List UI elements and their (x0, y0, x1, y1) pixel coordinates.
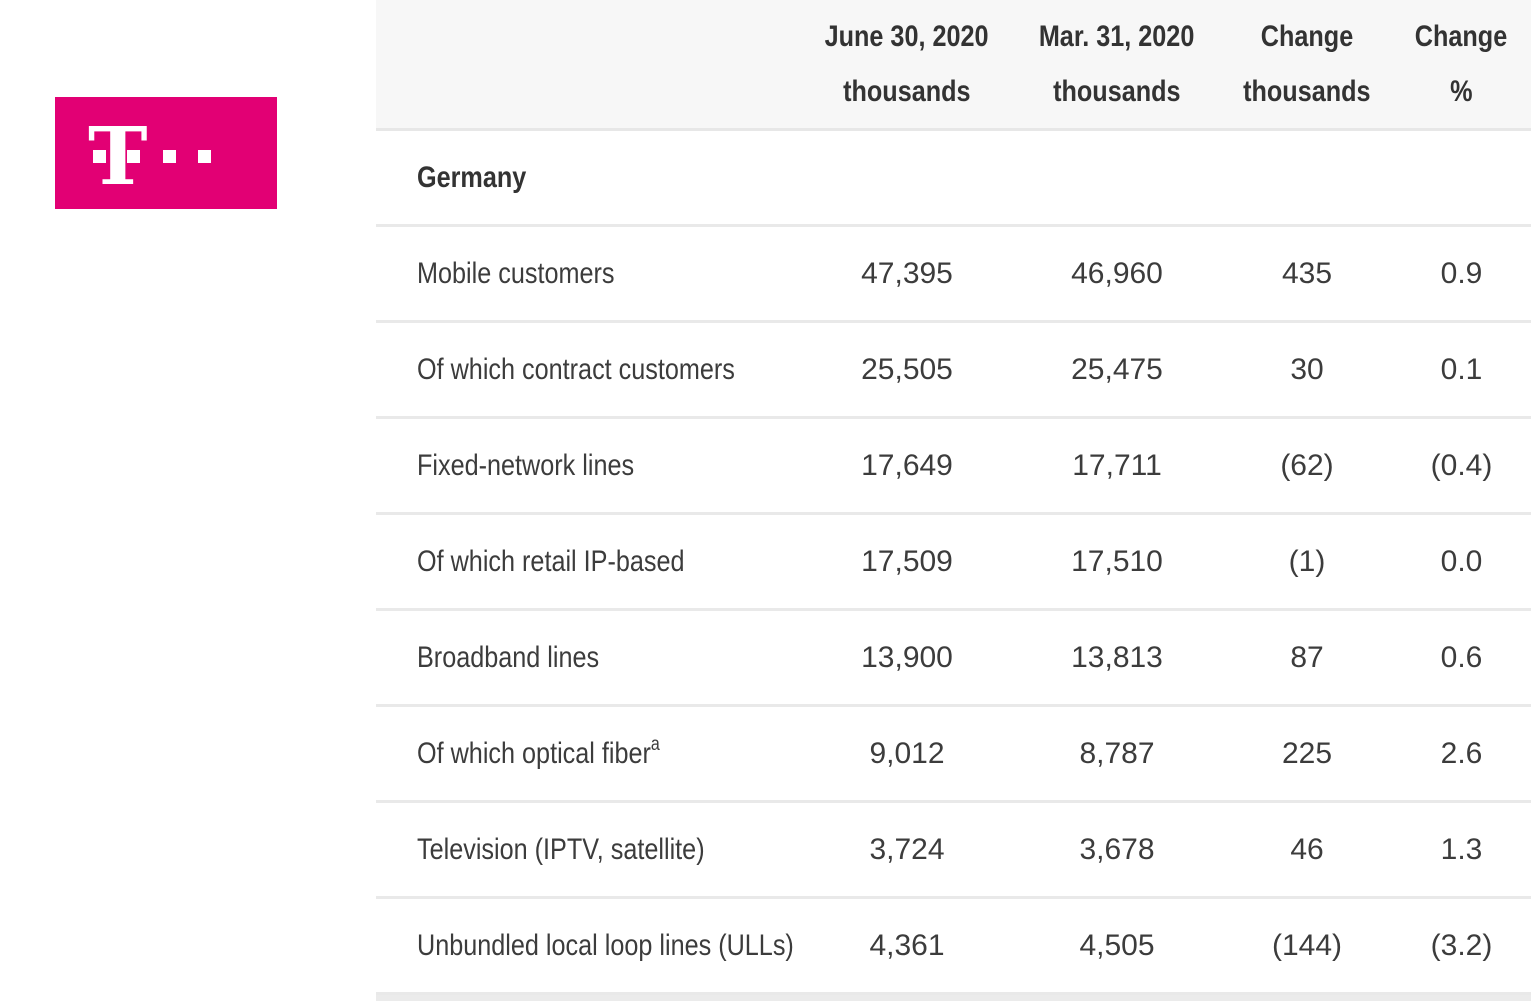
value-change-percent: 0.9 (1440, 256, 1483, 290)
value-change-thousands: 225 (1281, 736, 1333, 770)
value-march: 3,678 (1079, 832, 1155, 866)
row-label: Of which retail IP-based (417, 544, 685, 578)
logo-dot-1-icon (93, 150, 106, 163)
value-march: 4,505 (1079, 928, 1155, 962)
value-change-thousands: (1) (1288, 544, 1326, 578)
value-march: 13,813 (1071, 640, 1163, 674)
column-unit: thousands (843, 75, 971, 108)
value-june: 4,361 (869, 928, 945, 962)
value-june: 13,900 (861, 640, 953, 674)
next-section-divider (376, 995, 1531, 1001)
row-label: Unbundled local loop lines (ULLs) (417, 928, 794, 962)
value-june: 47,395 (861, 256, 953, 290)
value-change-percent: 1.3 (1440, 832, 1483, 866)
header-cell-mar-31-2020: Mar. 31, 2020 thousands (1012, 0, 1222, 128)
value-change-thousands: 87 (1290, 640, 1324, 674)
header-cell-change-thousands: Change thousands (1222, 0, 1392, 128)
value-march: 17,711 (1072, 448, 1162, 482)
value-march: 25,475 (1071, 352, 1163, 386)
value-change-percent: (3.2) (1430, 928, 1493, 962)
value-march: 17,510 (1071, 544, 1163, 578)
value-march: 46,960 (1071, 256, 1163, 290)
value-change-thousands: (62) (1280, 448, 1334, 482)
row-label: Of which optical fibera (417, 733, 660, 770)
header-cell-blank (376, 0, 802, 128)
value-change-thousands: 435 (1281, 256, 1333, 290)
column-unit: thousands (1243, 75, 1371, 108)
value-change-thousands: 30 (1290, 352, 1324, 386)
table-row-television: Television (IPTV, satellite) 3,724 3,678… (376, 803, 1531, 899)
column-title: Mar. 31, 2020 (1039, 20, 1195, 53)
column-unit: % (1450, 75, 1473, 108)
value-change-percent: 2.6 (1440, 736, 1483, 770)
table-row-broadband-lines: Broadband lines 13,900 13,813 87 0.6 (376, 611, 1531, 707)
value-june: 25,505 (861, 352, 953, 386)
section-row-germany: Germany (376, 131, 1531, 227)
table-row-contract-customers: Of which contract customers 25,505 25,47… (376, 323, 1531, 419)
table-row-retail-ip-based: Of which retail IP-based 17,509 17,510 (… (376, 515, 1531, 611)
table-row-fixed-network-lines: Fixed-network lines 17,649 17,711 (62) (… (376, 419, 1531, 515)
value-change-thousands: (144) (1271, 928, 1343, 962)
logo-dot-2-icon (127, 150, 140, 163)
row-label: Broadband lines (417, 640, 600, 674)
value-june: 17,649 (861, 448, 953, 482)
value-march: 8,787 (1079, 736, 1155, 770)
value-june: 17,509 (861, 544, 953, 578)
footnote-marker: a (650, 733, 660, 755)
header-cell-june-30-2020: June 30, 2020 thousands (802, 0, 1012, 128)
value-change-percent: (0.4) (1430, 448, 1493, 482)
row-label: Fixed-network lines (417, 448, 635, 482)
logo-dot-4-icon (198, 150, 211, 163)
section-label: Germany (417, 160, 527, 194)
row-label: Mobile customers (417, 256, 615, 290)
value-june: 9,012 (869, 736, 945, 770)
value-june: 3,724 (869, 832, 945, 866)
row-label: Of which contract customers (417, 352, 735, 386)
value-change-thousands: 46 (1290, 832, 1324, 866)
table-row-unbundled-local-loop-lines: Unbundled local loop lines (ULLs) 4,361 … (376, 899, 1531, 995)
table-header-row: June 30, 2020 thousands Mar. 31, 2020 th… (376, 0, 1531, 131)
table-row-optical-fiber: Of which optical fibera 9,012 8,787 225 … (376, 707, 1531, 803)
value-change-percent: 0.6 (1440, 640, 1483, 674)
table-row-mobile-customers: Mobile customers 47,395 46,960 435 0.9 (376, 227, 1531, 323)
telekom-logo: T (55, 97, 277, 209)
column-unit: thousands (1053, 75, 1181, 108)
value-change-percent: 0.0 (1440, 544, 1483, 578)
logo-dot-3-icon (163, 150, 176, 163)
column-title: Change (1260, 20, 1354, 53)
row-label: Television (IPTV, satellite) (417, 832, 705, 866)
column-title: June 30, 2020 (825, 20, 989, 53)
value-change-percent: 0.1 (1440, 352, 1483, 386)
column-title: Change (1415, 20, 1508, 53)
header-cell-change-percent: Change % (1392, 0, 1531, 128)
subscriber-statistics-table: June 30, 2020 thousands Mar. 31, 2020 th… (376, 0, 1531, 1001)
